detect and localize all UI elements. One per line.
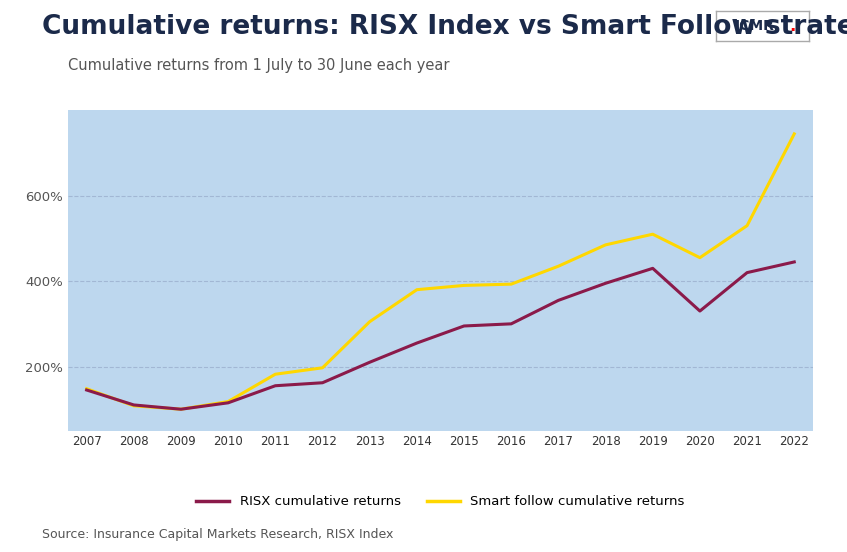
Legend: RISX cumulative returns, Smart follow cumulative returns: RISX cumulative returns, Smart follow cu… <box>191 490 690 513</box>
Text: Cumulative returns: RISX Index vs Smart Follow strategy: Cumulative returns: RISX Index vs Smart … <box>42 14 847 40</box>
Text: Source: Insurance Capital Markets Research, RISX Index: Source: Insurance Capital Markets Resear… <box>42 528 394 541</box>
Text: .: . <box>789 17 795 35</box>
Text: Cumulative returns from 1 July to 30 June each year: Cumulative returns from 1 July to 30 Jun… <box>68 58 449 73</box>
Text: ICMR: ICMR <box>735 19 775 33</box>
